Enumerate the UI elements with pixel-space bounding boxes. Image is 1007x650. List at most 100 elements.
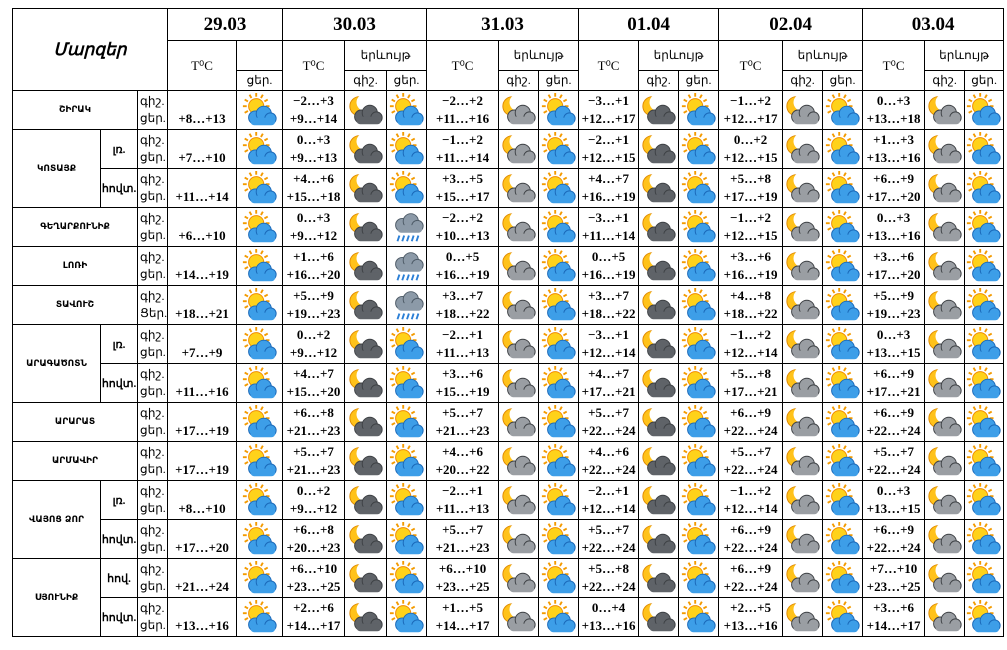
- icon-part: [263, 527, 268, 532]
- icon-part: [826, 449, 832, 454]
- icon-part: [542, 605, 547, 610]
- day-temp: +12…+17: [581, 111, 636, 126]
- icon-part: [396, 313, 400, 320]
- weather-icon: [394, 213, 424, 242]
- icon-part: [682, 176, 688, 181]
- icon-part: [682, 371, 688, 376]
- icon-cell: [822, 363, 864, 403]
- time-label: ցեր.: [140, 267, 166, 281]
- icon-part: [558, 523, 563, 528]
- icon-part: [826, 461, 832, 465]
- icon-part: [259, 289, 264, 294]
- icon-part: [649, 272, 674, 281]
- icon-cell: [678, 441, 720, 481]
- icon-part: [410, 410, 415, 415]
- icon-part: [547, 211, 551, 216]
- icon-cell: [822, 90, 864, 130]
- day-temp: +23…+25: [866, 579, 921, 594]
- icon-part: [410, 332, 415, 337]
- time-label: գիշ.: [140, 94, 165, 108]
- icon-part: [649, 311, 674, 320]
- weather-icon: [966, 93, 1001, 126]
- icon-part: [702, 566, 707, 571]
- icon-cell: [782, 558, 824, 598]
- icon-part: [972, 484, 977, 489]
- icon-part: [410, 137, 415, 142]
- icon-part: [542, 488, 547, 493]
- night-temp: +5…+8: [588, 561, 629, 576]
- temp-cell: +2…+6 +14…+17: [282, 597, 346, 637]
- temp-cell: −1…+2 +12…+17: [718, 90, 784, 130]
- icon-part: [842, 523, 847, 528]
- icon-part: [248, 211, 252, 216]
- day-temp: +19…+23: [866, 306, 921, 321]
- icon-part: [833, 351, 858, 360]
- day-temp: +11…+13: [435, 501, 490, 516]
- icon-part: [698, 484, 703, 489]
- icon-cell: [498, 207, 540, 247]
- icon-part: [259, 484, 264, 489]
- weather-icon: [681, 249, 716, 282]
- icon-cell: [638, 246, 680, 286]
- icon-part: [250, 234, 275, 243]
- icon-cell: [924, 168, 966, 208]
- day-temp: +20…+22: [435, 462, 490, 477]
- icon-part: [547, 133, 551, 138]
- day-temp: +19…+23: [286, 306, 341, 321]
- icon-cell: [924, 441, 966, 481]
- spacer: [169, 287, 236, 305]
- weather-icon: [966, 444, 1001, 477]
- icon-part: [984, 601, 988, 606]
- icon-part: [390, 149, 395, 153]
- icon-part: [702, 98, 707, 103]
- weather-icon: [501, 561, 536, 593]
- icon-part: [842, 445, 847, 450]
- icon-part: [833, 234, 858, 243]
- icon-part: [702, 527, 707, 532]
- night-temp: 0…+2: [733, 132, 768, 147]
- temp-cell: 0…+3 +9…+13: [282, 129, 346, 169]
- icon-part: [698, 94, 703, 99]
- night-temp: +3…+7: [442, 288, 483, 303]
- icon-part: [988, 527, 993, 532]
- icon-cell: [964, 90, 1005, 130]
- region-row: ԱՐԱԳԱԾՈՏՆ լռ. գիշ. ցեր. +7…+9 0…+2 +9…+12 −2…+1…: [12, 324, 1005, 403]
- time-label: գիշ.: [140, 367, 165, 381]
- weather-icon: [641, 327, 676, 359]
- icon-part: [846, 176, 851, 181]
- icon-cell: [964, 597, 1005, 637]
- weather-icon: [501, 249, 536, 281]
- icon-cell: [386, 246, 428, 286]
- weather-icon: [394, 252, 424, 281]
- day-label: ցեր.: [822, 70, 864, 91]
- icon-part: [558, 250, 563, 255]
- icon-cell: [538, 597, 580, 637]
- night-temp: +4…+8: [730, 288, 771, 303]
- day-temp: +12…+14: [581, 501, 636, 516]
- weather-icon: [389, 600, 424, 633]
- icon-cell: [822, 207, 864, 247]
- weather-icon: [389, 366, 424, 399]
- icon-part: [356, 467, 381, 476]
- icon-part: [263, 98, 268, 103]
- icon-part: [935, 428, 960, 437]
- icon-part: [826, 566, 832, 571]
- icon-part: [846, 293, 851, 298]
- icon-cell: [236, 402, 284, 442]
- icon-part: [549, 546, 574, 555]
- icon-cell: [386, 519, 428, 559]
- icon-cell: [924, 129, 966, 169]
- icon-cell: [344, 324, 388, 364]
- night-temp: 0…+3: [296, 210, 331, 225]
- icon-cell: [782, 207, 824, 247]
- icon-cell: [344, 402, 388, 442]
- zone: հովտ.: [100, 168, 138, 208]
- icon-part: [968, 527, 973, 532]
- icon-part: [687, 601, 691, 606]
- icon-part: [974, 195, 1000, 204]
- icon-part: [250, 156, 275, 165]
- icon-cell: [782, 168, 824, 208]
- icon-part: [248, 406, 252, 411]
- weather-icon: [825, 327, 860, 360]
- region-row: ԱՐՄԱՎԻՐ գիշ. ցեր. +17…+19 +5…+7 +21…+23 +4…+6 +…: [12, 441, 1005, 481]
